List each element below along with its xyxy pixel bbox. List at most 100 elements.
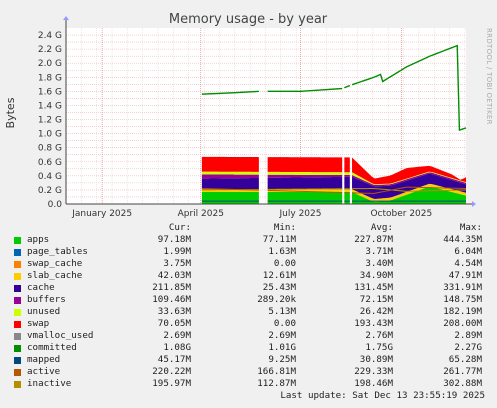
legend-name: cache	[27, 282, 55, 293]
legend-row-page_tables: page_tables 1.99M 1.63M 3.71M 6.04M	[14, 246, 492, 258]
legend-cur: 2.69M	[163, 330, 191, 341]
legend-max: 331.91M	[443, 282, 482, 293]
legend-min: 9.25M	[268, 354, 296, 365]
header-cur: Cur:	[168, 222, 191, 233]
legend-row-committed: committed 1.08G 1.01G 1.75G 2.27G	[14, 342, 492, 354]
legend-cur: 1.99M	[163, 246, 191, 257]
legend-row-mapped: mapped 45.17M 9.25M 30.89M 65.28M	[14, 354, 492, 366]
line-committed	[344, 84, 351, 89]
y-tick-label: 0.8 G	[38, 144, 62, 154]
area-slab_cache	[344, 189, 350, 193]
legend-name: unused	[27, 306, 61, 317]
area-swap	[267, 157, 343, 173]
legend-avg: 72.15M	[359, 294, 393, 305]
axes	[63, 16, 476, 207]
legend-min: 25.43M	[262, 282, 296, 293]
legend-max: 302.88M	[443, 378, 482, 389]
line-active	[352, 186, 467, 194]
x-tick-labels: January 2025 April 2025 July 2025 October 2…	[71, 209, 432, 219]
legend-name: swap_cache	[27, 258, 83, 269]
legend-row-slab_cache: slab_cache 42.03M 12.61M 34.90M 47.91M	[14, 270, 492, 282]
legend-cur: 211.85M	[152, 282, 191, 293]
y-tick-label: 1.4 G	[38, 101, 62, 111]
area-cache	[344, 176, 350, 190]
y-axis-arrow	[63, 16, 69, 20]
area-unused	[267, 171, 343, 176]
legend-swatch	[14, 297, 21, 304]
line-active	[267, 189, 343, 194]
x-axis-arrow	[472, 201, 476, 207]
legend-max: 65.28M	[448, 354, 482, 365]
legend-name: buffers	[27, 294, 66, 305]
legend-max: 6.04M	[454, 246, 482, 257]
legend-avg: 227.87M	[354, 234, 393, 245]
legend-max: 182.19M	[443, 306, 482, 317]
area-swap	[344, 157, 350, 173]
legend-cur: 42.03M	[157, 270, 191, 281]
area-cache	[201, 177, 259, 190]
legend-swatch	[14, 237, 21, 244]
header-avg: Avg:	[370, 222, 393, 233]
legend-cur: 33.63M	[157, 306, 191, 317]
area-apps	[344, 192, 350, 204]
legend-max: 444.35M	[443, 234, 482, 245]
area-buffers	[344, 175, 350, 177]
legend-swatch	[14, 381, 21, 388]
chart-title: Memory usage - by year	[169, 12, 328, 27]
header-max: Max:	[459, 222, 482, 233]
legend-min: 0.00	[273, 258, 296, 269]
legend-avg: 30.89M	[359, 354, 393, 365]
legend-row-inactive: inactive 195.97M 112.87M 198.46M 302.88M	[14, 378, 492, 390]
legend-max: 148.75M	[443, 294, 482, 305]
last-update: Last update: Sat Dec 13 23:55:19 2025	[280, 390, 485, 401]
legend-cur: 109.46M	[152, 294, 191, 305]
legend-avg: 3.40M	[365, 258, 393, 269]
y-tick-label: 1.2 G	[38, 116, 62, 126]
legend-max: 47.91M	[448, 270, 482, 281]
legend-swatch	[14, 285, 21, 292]
series-lines	[201, 44, 467, 202]
legend-name: apps	[27, 234, 50, 245]
y-tick-label: 1.6 G	[38, 87, 62, 97]
legend-avg: 193.43M	[354, 318, 393, 329]
legend-max: 2.27G	[454, 342, 482, 353]
area-unused	[352, 171, 466, 185]
legend-row-buffers: buffers 109.46M 289.20k 72.15M 148.75M	[14, 294, 492, 306]
legend-swatch	[14, 249, 21, 256]
y-axis-label: Bytes	[4, 97, 17, 128]
x-tick-label: January 2025	[71, 209, 132, 219]
line-inactive	[267, 188, 343, 190]
legend-name: page_tables	[27, 246, 88, 257]
y-tick-label: 0.0	[48, 200, 63, 210]
legend-max: 4.54M	[454, 258, 482, 269]
legend-name: mapped	[27, 354, 61, 365]
legend-swatch	[14, 345, 21, 352]
legend-min: 289.20k	[257, 294, 296, 305]
legend-swatch	[14, 309, 21, 316]
line-committed	[351, 44, 467, 132]
legend-cur: 45.17M	[157, 354, 191, 365]
legend-min: 1.01G	[268, 342, 296, 353]
legend-name: slab_cache	[27, 270, 83, 281]
y-tick-label: 2.2 G	[38, 45, 62, 55]
y-tick-label: 1.0 G	[38, 130, 62, 140]
legend-row-cache: cache 211.85M 25.43M 131.45M 331.91M	[14, 282, 492, 294]
y-tick-label: 1.8 G	[38, 73, 62, 83]
legend-max: 208.00M	[443, 318, 482, 329]
x-tick-label: October 2025	[370, 209, 432, 219]
legend-min: 77.11M	[262, 234, 296, 245]
legend-swatch	[14, 273, 21, 280]
area-cache	[267, 176, 343, 190]
legend-swatch	[14, 261, 21, 268]
legend-max: 261.77M	[443, 366, 482, 377]
legend-row-swap_cache: swap_cache 3.75M 0.00 3.40M 4.54M	[14, 258, 492, 270]
legend-avg: 34.90M	[359, 270, 393, 281]
header-min: Min:	[273, 222, 296, 233]
legend-row-swap: swap 70.05M 0.00 193.43M 208.00M	[14, 318, 492, 330]
legend-swatch	[14, 357, 21, 364]
y-tick-label: 0.4 G	[38, 172, 62, 182]
legend-min: 1.63M	[268, 246, 296, 257]
legend-swatch	[14, 369, 21, 376]
legend-avg: 2.76M	[365, 330, 393, 341]
legend-name: active	[27, 366, 61, 377]
